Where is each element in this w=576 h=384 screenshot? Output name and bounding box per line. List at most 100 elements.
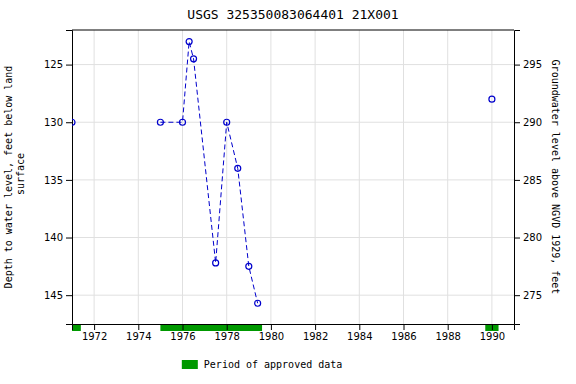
grid-line-x [226, 30, 227, 324]
tick-mark [514, 295, 520, 296]
axis-line [515, 31, 521, 325]
data-point [213, 260, 219, 266]
legend-swatch [182, 360, 198, 369]
grid-line-y [72, 295, 514, 296]
tick-label: 295 [523, 59, 542, 70]
grid-line-x [315, 30, 316, 324]
tick-label: 1990 [480, 331, 505, 342]
data-point [255, 300, 261, 306]
data-point [235, 165, 241, 171]
tick: 295 [514, 59, 542, 70]
tick: 280 [514, 232, 542, 243]
tick-label: 1988 [435, 331, 460, 342]
data-point [186, 39, 192, 45]
legend-label: Period of approved data [204, 359, 342, 370]
y-axis: 125 130 135 140 145 [44, 31, 73, 325]
tick-label: 285 [523, 175, 542, 186]
grid-line-y [72, 237, 514, 238]
tick-mark [66, 180, 72, 181]
tick-label: 125 [44, 59, 63, 70]
tick: 290 [514, 117, 542, 128]
tick-mark [315, 324, 316, 330]
grid-line-y [72, 179, 514, 180]
grid-line-x [182, 30, 183, 324]
data-layer [72, 39, 495, 307]
tick-label: 135 [44, 175, 63, 186]
grid-line-x [447, 30, 448, 324]
tick-label: 1972 [82, 331, 107, 342]
tick: 125 [44, 59, 72, 70]
tick: 1974 [126, 324, 151, 342]
tick: 130 [44, 117, 72, 128]
approved-period-bar [485, 324, 498, 331]
y2-axis-label: Groundwater level above NGVD 1929, feet [550, 60, 561, 295]
tick-label: 275 [523, 290, 542, 301]
tick: 1988 [435, 324, 460, 342]
grid-line-x [359, 30, 360, 324]
tick-label: 280 [523, 232, 542, 243]
grid-line-x [94, 30, 95, 324]
data-point [157, 119, 163, 125]
x-axis: 1972 1974 1976 1978 1980 1982 1984 1986 1988 1990 [73, 324, 515, 342]
approved-periods [72, 324, 499, 331]
tick: 1982 [303, 324, 328, 342]
tick: 275 [514, 290, 542, 301]
chart-title: USGS 325350083064401 21X001 [187, 7, 398, 22]
tick-label: 1974 [126, 331, 151, 342]
tick-mark [514, 180, 520, 181]
chart-container: 1972 1974 1976 1978 1980 1982 1984 1986 1988 1990… [0, 0, 576, 384]
grid-line-x [403, 30, 404, 324]
tick: 1978 [214, 324, 239, 342]
tick-label: 145 [44, 290, 63, 301]
tick-label: 1984 [347, 331, 372, 342]
tick: 135 [44, 175, 72, 186]
tick-mark [514, 65, 520, 66]
approved-period-bar [160, 324, 262, 331]
tick-label: 290 [523, 117, 542, 128]
grid-line-x [138, 30, 139, 324]
y-axis-label: Depth to water level, feet below land su… [3, 66, 26, 289]
tick-mark [66, 295, 72, 296]
tick-label: 1980 [259, 331, 284, 342]
tick: 1972 [82, 324, 107, 342]
y2-axis: 295 290 285 280 275 [514, 31, 542, 325]
data-point [72, 119, 75, 125]
grid-line-x [491, 30, 492, 324]
tick-mark [66, 238, 72, 239]
axis-line [73, 325, 515, 331]
series-line [160, 42, 257, 304]
grid-line-y [72, 122, 514, 123]
tick-label: 1976 [170, 331, 195, 342]
data-point [489, 96, 495, 102]
data-point [180, 119, 186, 125]
grid-line-x [270, 30, 271, 324]
tick: 1990 [480, 324, 505, 342]
tick: 285 [514, 175, 542, 186]
tick-mark [448, 324, 449, 330]
frame-top [72, 30, 514, 31]
tick-mark [94, 324, 95, 330]
tick: 1984 [347, 324, 372, 342]
tick-mark [227, 324, 228, 330]
axis-line [66, 31, 73, 325]
tick-mark [514, 122, 520, 123]
tick-label: 1978 [214, 331, 239, 342]
tick-mark [404, 324, 405, 330]
tick-mark [66, 122, 72, 123]
tick: 1976 [170, 324, 195, 342]
tick-label: 140 [44, 232, 63, 243]
data-point [246, 263, 252, 269]
plot-area: 1972 1974 1976 1978 1980 1982 1984 1986 1988 1990… [3, 30, 561, 370]
tick-label: 130 [44, 117, 63, 128]
tick-mark [183, 324, 184, 330]
tick-mark [492, 324, 493, 330]
tick: 1980 [259, 324, 284, 342]
data-point [191, 56, 197, 62]
tick-label: 1986 [391, 331, 416, 342]
tick-mark [138, 324, 139, 330]
data-point [224, 119, 230, 125]
grid [72, 30, 514, 324]
legend: Period of approved data [182, 359, 342, 370]
tick: 145 [44, 290, 72, 301]
chart-svg: 1972 1974 1976 1978 1980 1982 1984 1986 1988 1990… [0, 0, 576, 384]
